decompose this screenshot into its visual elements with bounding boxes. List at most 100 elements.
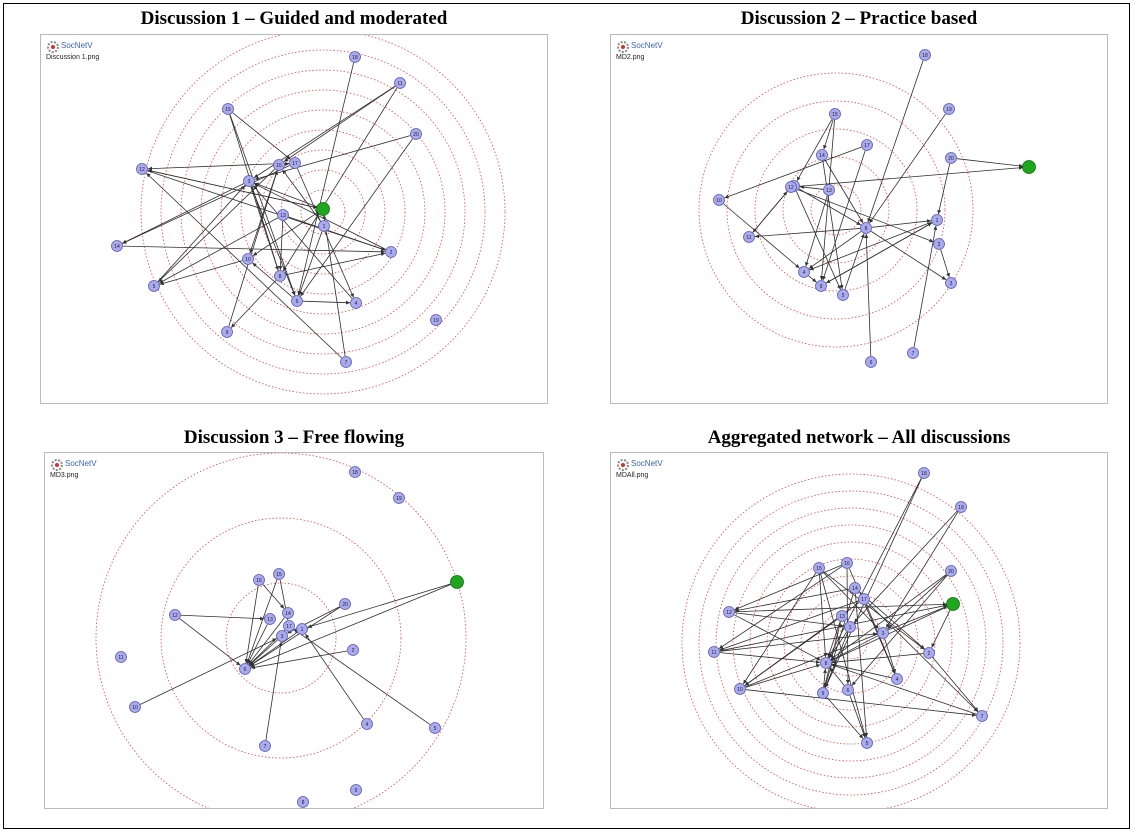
node-8: 8 xyxy=(297,796,309,808)
edge-n21-n12 xyxy=(913,225,938,348)
svg-text:11: 11 xyxy=(746,235,751,241)
edge-n6-n12 xyxy=(822,571,880,630)
edge-n6-n14 xyxy=(819,573,828,658)
node-20: 20 xyxy=(410,128,422,140)
node-15: 15 xyxy=(273,568,285,580)
node-12: 12 xyxy=(723,606,735,618)
svg-text:8: 8 xyxy=(865,226,868,232)
panel-title-discussion-1: Discussion 1 – Guided and moderated xyxy=(140,8,448,29)
node-18: 18 xyxy=(919,49,931,61)
socnetv-logo-icon xyxy=(617,41,629,53)
edge-n18-n12 xyxy=(826,222,932,284)
svg-text:2: 2 xyxy=(352,648,355,654)
edge-n2-n11 xyxy=(853,511,958,623)
edge-n6-n16 xyxy=(742,572,817,685)
edge-n9-n13 xyxy=(252,211,319,257)
edge-n17-n21 xyxy=(849,695,866,738)
ring-9 xyxy=(140,35,506,395)
svg-text:4: 4 xyxy=(355,301,358,307)
ring-1 xyxy=(300,189,346,235)
edge-n19-n5 xyxy=(228,170,278,327)
edge-n15-n18 xyxy=(302,300,351,305)
ring-3 xyxy=(95,453,467,808)
svg-text:19: 19 xyxy=(946,107,952,113)
edge-n11-n19 xyxy=(870,230,947,281)
svg-text:9: 9 xyxy=(822,691,825,697)
svg-text:14: 14 xyxy=(114,244,120,250)
svg-text:13: 13 xyxy=(267,617,273,623)
edge-n10-n5 xyxy=(734,602,948,613)
svg-text:1: 1 xyxy=(936,218,939,224)
ring-2 xyxy=(160,517,402,759)
svg-text:17: 17 xyxy=(292,161,298,167)
edge-n2-n12 xyxy=(885,511,959,629)
node-8: 8 xyxy=(274,270,286,282)
edge-n6-n16 xyxy=(122,165,290,244)
node-20: 20 xyxy=(339,598,351,610)
network-panel-aggregated: SocNetV MDAll.png 18 19 16 20 15 14 17 13 12 1 3 11… xyxy=(610,452,1108,809)
edge-n6-n21 xyxy=(820,573,867,738)
svg-text:15: 15 xyxy=(816,566,822,572)
ring-2 xyxy=(817,609,885,677)
edge-n4-n15 xyxy=(724,146,862,199)
edge-n13-n17 xyxy=(159,260,243,286)
edge-n1-n15 xyxy=(297,62,355,296)
svg-text:4: 4 xyxy=(803,270,806,276)
svg-text:14: 14 xyxy=(285,611,291,617)
node-14: 14 xyxy=(111,240,123,252)
svg-text:13: 13 xyxy=(839,614,845,620)
svg-text:20: 20 xyxy=(342,602,348,608)
edge-n18-n21 xyxy=(826,697,864,739)
node-13: 13 xyxy=(823,184,835,196)
edge-n3-n10 xyxy=(307,583,452,629)
svg-text:3: 3 xyxy=(248,179,251,185)
socnetv-logo-icon xyxy=(47,41,59,53)
edge-n8-n9 xyxy=(799,185,824,190)
edge-n8-n15 xyxy=(179,618,241,666)
svg-text:9: 9 xyxy=(355,788,358,794)
edge-n11-n16 xyxy=(808,231,862,269)
ring-3 xyxy=(260,149,386,275)
svg-text:16: 16 xyxy=(256,578,262,584)
edge-n16-n20 xyxy=(745,689,977,717)
svg-text:20: 20 xyxy=(948,569,954,575)
node-10: 10 xyxy=(129,701,141,713)
node-19: 19 xyxy=(943,103,955,115)
edge-n8-n20 xyxy=(867,602,979,713)
edge-n14-n12 xyxy=(285,252,386,276)
edge-n5-n17 xyxy=(158,168,275,283)
edge-n6-n15 xyxy=(823,571,925,650)
node-16: 16 xyxy=(841,557,853,569)
edge-n11-n15 xyxy=(249,639,278,666)
svg-text:13: 13 xyxy=(826,188,832,194)
edge-n7-n14 xyxy=(250,186,279,271)
svg-text:18: 18 xyxy=(352,470,358,476)
edge-n5-n15 xyxy=(931,609,951,648)
svg-text:9: 9 xyxy=(226,330,229,336)
ring-4 xyxy=(726,100,946,320)
network-graph: 1819151720141316128111210459367 xyxy=(698,49,1036,368)
svg-text:14: 14 xyxy=(819,153,825,159)
edge-n4-n12 xyxy=(887,574,947,630)
node-1: 1 xyxy=(318,220,330,232)
panel-title-aggregated: Aggregated network – All discussions xyxy=(707,427,1011,448)
edge-n7-n15 xyxy=(250,186,296,296)
edge-n12-n16 xyxy=(809,221,932,271)
edge-n13-n10 xyxy=(752,191,788,233)
svg-text:19: 19 xyxy=(433,318,439,324)
edge-n20-n14 xyxy=(831,664,977,715)
ring-9 xyxy=(698,490,1004,796)
node-14: 14 xyxy=(849,582,861,594)
node-15: 15 xyxy=(222,103,234,115)
svg-text:9: 9 xyxy=(820,284,823,290)
node-6: 6 xyxy=(239,663,251,675)
edge-n3-n10 xyxy=(734,564,842,611)
node-17: 17 xyxy=(858,593,870,605)
panel-title-discussion-2: Discussion 2 – Practice based xyxy=(740,8,978,29)
edge-n5-n15 xyxy=(244,585,259,664)
node-13: 13 xyxy=(264,613,276,625)
ring-5 xyxy=(698,72,974,348)
svg-text:12: 12 xyxy=(788,185,794,191)
svg-text:3: 3 xyxy=(281,634,284,640)
